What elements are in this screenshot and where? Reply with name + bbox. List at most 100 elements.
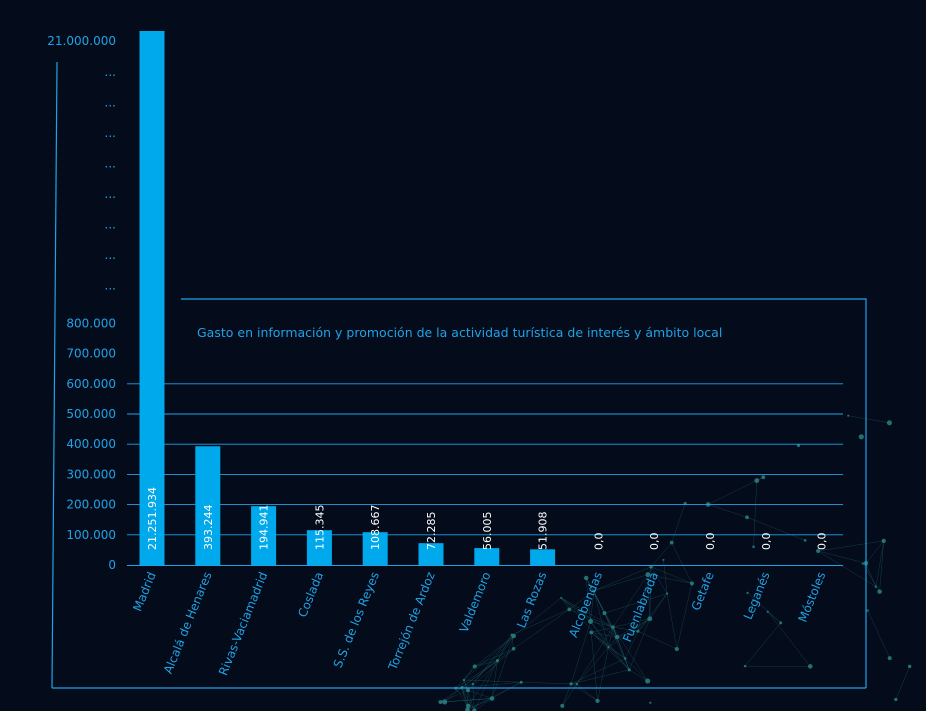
network-node bbox=[649, 701, 652, 704]
network-link bbox=[561, 597, 614, 628]
y-tick-label: 300.000 bbox=[66, 467, 116, 481]
network-link bbox=[561, 597, 591, 622]
network-node bbox=[472, 664, 477, 669]
y-top-label: 21.000.000 bbox=[47, 34, 116, 48]
network-link bbox=[676, 583, 693, 650]
network-node bbox=[689, 581, 695, 586]
network-node bbox=[796, 443, 801, 448]
network-node bbox=[669, 540, 674, 545]
network-link bbox=[491, 660, 498, 699]
network-node bbox=[465, 703, 471, 709]
network-link bbox=[608, 647, 626, 659]
network-link bbox=[865, 540, 884, 564]
network-link bbox=[753, 480, 757, 547]
network-node bbox=[627, 668, 631, 672]
network-link bbox=[591, 632, 609, 648]
network-link bbox=[472, 635, 514, 685]
bar bbox=[362, 532, 388, 565]
network-link bbox=[569, 609, 614, 628]
network-link bbox=[455, 682, 522, 689]
x-category-label: Valdemoro bbox=[457, 570, 494, 635]
network-link bbox=[590, 590, 595, 622]
network-link bbox=[649, 566, 652, 619]
value-label: 393.244 bbox=[202, 505, 215, 551]
value-label: 108.667 bbox=[369, 505, 382, 551]
network-node bbox=[645, 572, 651, 578]
network-link bbox=[461, 687, 475, 711]
network-node bbox=[674, 646, 679, 652]
network-link bbox=[818, 550, 866, 564]
value-label: 194.941 bbox=[258, 505, 271, 551]
network-node bbox=[649, 565, 653, 569]
network-link bbox=[629, 669, 648, 682]
network-link bbox=[511, 634, 514, 649]
network-link bbox=[613, 626, 638, 632]
x-category-label: Rivas-Vaciamadrid bbox=[216, 570, 270, 678]
network-link bbox=[608, 618, 650, 648]
network-link bbox=[513, 609, 570, 649]
network-link bbox=[590, 621, 614, 628]
network-link bbox=[474, 635, 514, 667]
value-label: 0,0 bbox=[704, 533, 717, 551]
y-tick-label: 100.000 bbox=[66, 528, 116, 542]
network-link bbox=[647, 574, 651, 619]
network-node bbox=[803, 539, 807, 542]
network-node bbox=[489, 696, 495, 701]
network-link bbox=[746, 517, 806, 541]
network-link bbox=[848, 415, 890, 423]
network-link bbox=[474, 660, 498, 667]
network-node bbox=[745, 515, 749, 520]
network-node bbox=[472, 708, 477, 711]
network-node bbox=[847, 414, 850, 417]
network-link bbox=[513, 597, 562, 637]
network-node bbox=[907, 664, 912, 669]
network-link bbox=[612, 574, 649, 628]
network-node bbox=[779, 621, 783, 625]
value-label: 115.345 bbox=[313, 505, 326, 551]
value-labels: 21.251.934 393.244 194.941 115.345 108.667 72… bbox=[146, 487, 829, 550]
network-link bbox=[593, 574, 648, 591]
x-category-label: Móstoles bbox=[796, 570, 829, 624]
network-node bbox=[752, 545, 755, 549]
y-break-ellipsis: ... bbox=[105, 96, 116, 110]
network-link bbox=[767, 611, 811, 667]
x-category-label: Getafe bbox=[689, 570, 717, 613]
title-box-frame bbox=[181, 298, 867, 688]
network-link bbox=[708, 504, 748, 518]
network-link bbox=[497, 635, 514, 661]
bar bbox=[530, 549, 556, 565]
network-node bbox=[662, 558, 665, 561]
network-link bbox=[474, 698, 493, 711]
network-node bbox=[519, 680, 523, 684]
network-node bbox=[442, 699, 448, 705]
y-tick-label: 800.000 bbox=[66, 316, 116, 330]
x-category-label: Madrid bbox=[130, 570, 158, 613]
bar bbox=[195, 446, 221, 565]
y-tick-label: 200.000 bbox=[66, 498, 116, 512]
network-node bbox=[607, 646, 610, 649]
network-link bbox=[463, 635, 514, 681]
network-link bbox=[708, 477, 764, 505]
network-link bbox=[571, 669, 630, 685]
network-node bbox=[465, 707, 470, 711]
network-link bbox=[467, 648, 514, 691]
network-node bbox=[861, 562, 864, 565]
network-link bbox=[561, 597, 609, 648]
network-node bbox=[462, 678, 466, 682]
network-link bbox=[617, 631, 638, 638]
network-link bbox=[616, 618, 650, 638]
network-link bbox=[650, 566, 693, 584]
network-link bbox=[591, 632, 630, 671]
network-node bbox=[595, 698, 600, 704]
network-link bbox=[608, 647, 630, 671]
value-label: 56.005 bbox=[481, 512, 494, 551]
network-link bbox=[590, 621, 609, 648]
network-node bbox=[614, 634, 620, 640]
network-link bbox=[879, 540, 884, 592]
network-node bbox=[886, 420, 892, 426]
bar bbox=[474, 548, 500, 565]
network-link bbox=[467, 682, 522, 711]
y-break-ellipsis: ... bbox=[105, 248, 116, 262]
network-link bbox=[561, 597, 618, 638]
value-label: 0,0 bbox=[592, 533, 605, 551]
